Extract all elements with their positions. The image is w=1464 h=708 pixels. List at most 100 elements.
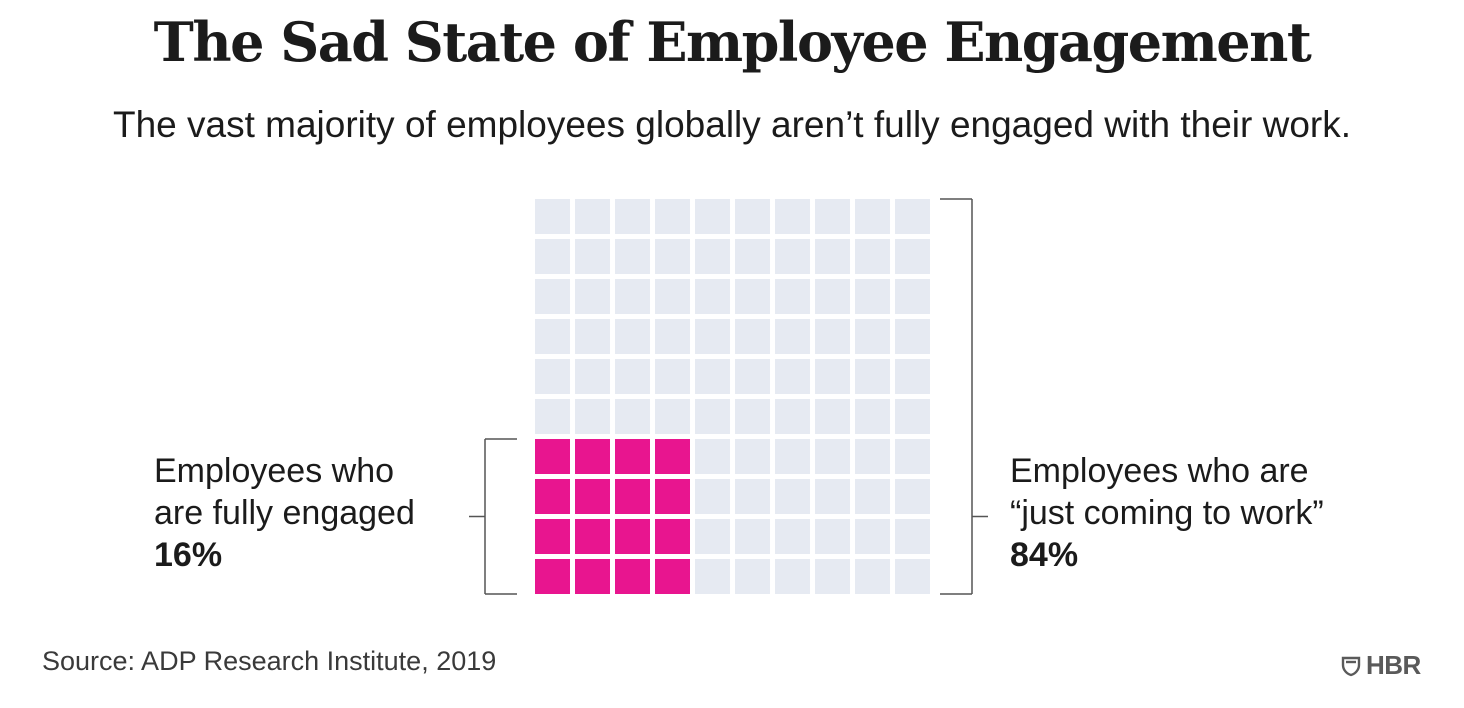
not-engaged-cell [615, 279, 650, 314]
not-engaged-cell [855, 519, 890, 554]
not-engaged-cell [815, 319, 850, 354]
not-engaged-cell [855, 399, 890, 434]
not-engaged-cell [855, 239, 890, 274]
not-engaged-cell [695, 319, 730, 354]
not-engaged-cell [735, 399, 770, 434]
not-engaged-label: Employees who are “just coming to work” … [1010, 450, 1324, 576]
not-engaged-cell [815, 559, 850, 594]
not-engaged-cell [895, 359, 930, 394]
hbr-logo: HBR [1340, 650, 1421, 681]
not-engaged-cell [575, 199, 610, 234]
not-engaged-cell [815, 199, 850, 234]
not-engaged-cell [735, 479, 770, 514]
not-engaged-cell [575, 279, 610, 314]
hbr-logo-text: HBR [1366, 650, 1421, 680]
engaged-cell [575, 519, 610, 554]
not-engaged-cell [815, 359, 850, 394]
chart-title: The Sad State of Employee Engagement [153, 10, 1312, 74]
not-engaged-cell [535, 359, 570, 394]
not-engaged-cell [895, 439, 930, 474]
not-engaged-cell [815, 279, 850, 314]
not-engaged-cell [895, 559, 930, 594]
engaged-cell [535, 439, 570, 474]
not-engaged-cell [695, 199, 730, 234]
not-engaged-cell [695, 559, 730, 594]
not-engaged-cell [535, 239, 570, 274]
not-engaged-cell [695, 479, 730, 514]
not-engaged-cell [735, 279, 770, 314]
not-engaged-cell [575, 359, 610, 394]
not-engaged-cell [895, 319, 930, 354]
not-engaged-cell [615, 399, 650, 434]
not-engaged-cell [535, 279, 570, 314]
not-engaged-cell [775, 319, 810, 354]
not-engaged-cell [615, 319, 650, 354]
not-engaged-cell [615, 359, 650, 394]
not-engaged-cell [855, 559, 890, 594]
not-engaged-cell [895, 519, 930, 554]
not-engaged-cell [615, 199, 650, 234]
not-engaged-cell [895, 399, 930, 434]
engaged-cell [615, 519, 650, 554]
engaged-label: Employees who are fully engaged 16% [154, 450, 415, 576]
not-engaged-cell [655, 359, 690, 394]
engaged-cell [535, 519, 570, 554]
not-engaged-cell [535, 199, 570, 234]
not-engaged-cell [615, 239, 650, 274]
not-engaged-cell [695, 279, 730, 314]
not-engaged-cell [695, 359, 730, 394]
not-engaged-cell [575, 319, 610, 354]
not-engaged-label-line-1: Employees who are [1010, 452, 1309, 490]
not-engaged-cell [695, 519, 730, 554]
not-engaged-cell [735, 359, 770, 394]
not-engaged-cell [855, 439, 890, 474]
not-engaged-cell [535, 319, 570, 354]
engaged-cell [655, 479, 690, 514]
source-note: Source: ADP Research Institute, 2019 [42, 646, 497, 676]
not-engaged-cell [775, 399, 810, 434]
not-engaged-cell [815, 239, 850, 274]
engaged-cell [575, 479, 610, 514]
not-engaged-cell [855, 479, 890, 514]
not-engaged-cell [815, 439, 850, 474]
engaged-cell [615, 479, 650, 514]
not-engaged-cell [855, 359, 890, 394]
not-engaged-percent: 84% [1010, 536, 1079, 574]
not-engaged-cell [775, 439, 810, 474]
engaged-cell [615, 439, 650, 474]
not-engaged-cell [775, 199, 810, 234]
not-engaged-cell [655, 399, 690, 434]
engaged-cell [575, 439, 610, 474]
not-engaged-cell [775, 479, 810, 514]
not-engaged-cell [735, 519, 770, 554]
engaged-label-line-2: are fully engaged [154, 494, 415, 532]
not-engaged-cell [815, 519, 850, 554]
not-engaged-cell [535, 399, 570, 434]
not-engaged-cell [895, 479, 930, 514]
not-engaged-cell [655, 319, 690, 354]
not-engaged-cell [895, 279, 930, 314]
not-engaged-cell [695, 439, 730, 474]
not-engaged-cell [735, 439, 770, 474]
engaged-cell [655, 439, 690, 474]
not-engaged-cell [655, 279, 690, 314]
not-engaged-cell [895, 239, 930, 274]
not-engaged-label-line-2: “just coming to work” [1010, 494, 1324, 532]
chart-subtitle: The vast majority of employees globally … [112, 104, 1352, 145]
engaged-cell [655, 559, 690, 594]
not-engaged-cell [775, 279, 810, 314]
not-engaged-cell [815, 479, 850, 514]
engaged-cell [535, 559, 570, 594]
engaged-cell [615, 559, 650, 594]
not-engaged-cell [695, 399, 730, 434]
not-engaged-cell [815, 399, 850, 434]
not-engaged-cell [775, 559, 810, 594]
not-engaged-cell [855, 319, 890, 354]
not-engaged-cell [655, 239, 690, 274]
not-engaged-cell [655, 199, 690, 234]
not-engaged-cell [775, 359, 810, 394]
not-engaged-cell [895, 199, 930, 234]
not-engaged-cell [575, 239, 610, 274]
engaged-percent: 16% [154, 536, 223, 574]
